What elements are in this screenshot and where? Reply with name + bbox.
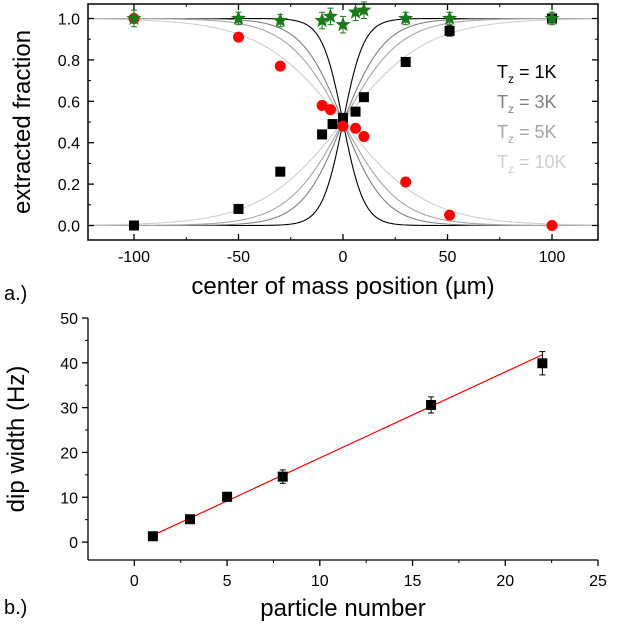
y-tick-label-1: 0.2: [58, 177, 80, 194]
y-tick-label-5: 50: [60, 311, 78, 328]
data-point-square-1: [233, 203, 244, 214]
data-point-circle-2: [274, 60, 286, 72]
data-point-star-3: [314, 12, 330, 28]
data-point-square-2: [275, 166, 286, 177]
legend-entry-4: Tz = 10K: [497, 152, 567, 176]
data-point-5: [537, 358, 548, 369]
panel-a-ticks: -100 -50 0 50 100 0.0 0.2 0.4 0.6 0.8 1.0: [58, 4, 598, 266]
y-tick-label-4: 0.8: [58, 53, 80, 70]
x-tick-label-1: -50: [227, 249, 250, 266]
data-point-star-2: [272, 12, 288, 28]
data-point-circle-4: [324, 104, 336, 116]
panel-a-y-axis-label: extracted fraction: [9, 30, 36, 214]
panel-b-axes: [87, 318, 598, 561]
data-point-square-0: [128, 220, 139, 231]
data-point-square-9: [444, 25, 455, 36]
data-point-star-10: [544, 10, 560, 25]
y-tick-label-1: 10: [60, 490, 78, 507]
y-tick-label-0: 0.0: [58, 219, 80, 236]
data-point-circle-3: [316, 99, 328, 111]
panel-b-ticks: 0 5 10 15 20 25 0 10 20 30 40 50: [60, 311, 607, 590]
data-point-star-9: [441, 10, 458, 25]
x-tick-label-2: 10: [311, 573, 329, 590]
panel-a-legend: Tz = 1K Tz = 3K Tz = 5K Tz = 10K: [497, 62, 567, 176]
y-tick-label-2: 0.4: [58, 136, 80, 153]
data-point-star-8: [398, 10, 414, 25]
panel-a-data-points: [126, 1, 560, 232]
data-point-2: [222, 491, 233, 502]
legend-entry-1: Tz = 1K: [497, 62, 557, 86]
data-point-star-6: [347, 4, 364, 19]
x-tick-label-0: -100: [118, 249, 150, 266]
data-point-star-5: [335, 16, 351, 32]
panel-b-x-axis-label: particle number: [260, 595, 425, 622]
x-tick-label-4: 20: [496, 573, 514, 590]
legend-entry-3: Tz = 5K: [497, 122, 557, 146]
data-point-circle-9: [444, 209, 456, 221]
data-point-star-1: [230, 10, 247, 25]
panel-b-data-points: [147, 351, 548, 542]
data-point-circle-5: [337, 120, 349, 132]
data-point-square-6: [350, 106, 361, 117]
data-point-circle-7: [358, 130, 370, 142]
data-point-square-7: [358, 92, 369, 103]
data-point-3: [277, 471, 288, 482]
x-tick-label-5: 25: [589, 573, 607, 590]
y-tick-label-0: 0: [69, 535, 78, 552]
panel-b-y-axis-label: dip width (Hz): [3, 366, 30, 513]
y-tick-label-3: 0.6: [58, 94, 80, 111]
x-tick-label-2: 0: [339, 249, 348, 266]
data-point-square-4: [327, 119, 338, 130]
panel-b-chart: 0 5 10 15 20 25 0 10 20 30 40 50 dip width (Hz) par…: [3, 311, 607, 622]
data-point-1: [185, 514, 195, 525]
panel-b-label: b.): [4, 597, 27, 619]
data-point-0: [147, 531, 158, 542]
x-tick-label-4: 100: [539, 249, 566, 266]
data-point-circle-6: [350, 122, 362, 134]
legend-entry-2: Tz = 3K: [497, 92, 557, 116]
data-point-circle-8: [400, 176, 412, 188]
y-tick-label-4: 40: [60, 356, 78, 373]
panel-b-fit-line: [152, 354, 543, 536]
data-point-square-3: [317, 129, 328, 140]
data-point-4: [426, 399, 437, 410]
y-tick-label-5: 1.0: [58, 11, 80, 28]
y-tick-label-2: 20: [60, 445, 78, 462]
data-point-star-0: [126, 10, 142, 25]
data-point-circle-1: [232, 31, 244, 43]
data-point-square-5: [338, 112, 348, 123]
data-point-star-4: [322, 8, 339, 23]
data-point-star-7: [356, 2, 372, 17]
data-point-circle-10: [546, 220, 558, 232]
x-tick-label-3: 50: [439, 249, 457, 266]
panel-a-x-axis-label: center of mass position (µm): [191, 273, 494, 300]
x-tick-label-0: 0: [130, 573, 139, 590]
x-tick-label-3: 15: [404, 573, 422, 590]
data-point-square-8: [400, 56, 411, 67]
panel-a-label: a.): [4, 283, 27, 305]
y-tick-label-3: 30: [60, 401, 78, 418]
x-tick-label-1: 5: [223, 573, 232, 590]
